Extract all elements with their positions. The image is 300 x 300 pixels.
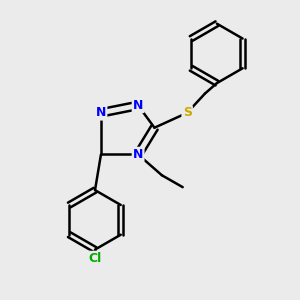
Text: S: S	[183, 106, 192, 119]
Text: N: N	[133, 148, 143, 161]
Text: N: N	[133, 99, 143, 112]
Text: Cl: Cl	[88, 252, 102, 265]
Text: N: N	[96, 106, 106, 119]
